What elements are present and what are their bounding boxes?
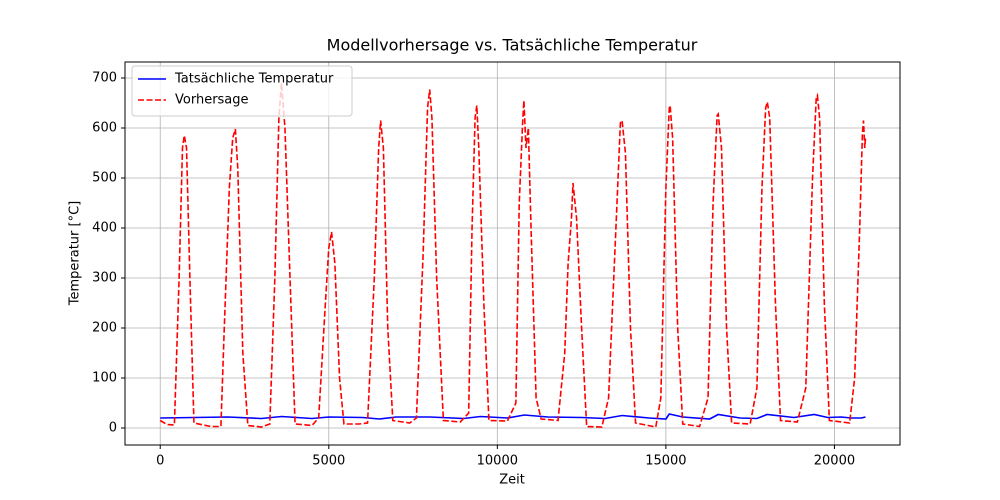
y-tick-label: 100 [92, 371, 117, 386]
y-tick-label: 600 [92, 121, 117, 136]
x-tick-label: 15000 [645, 454, 686, 469]
x-tick-label: 0 [156, 454, 164, 469]
y-axis-label: Temperatur [°C] [68, 201, 83, 307]
x-tick-label: 20000 [814, 454, 855, 469]
y-tick-label: 500 [92, 171, 117, 186]
plot-frame [124, 61, 901, 446]
data-line [159, 82, 867, 428]
x-axis-label: Zeit [499, 473, 525, 488]
y-tick-label: 300 [92, 271, 117, 286]
legend-label: Tatsächliche Temperatur [174, 72, 334, 87]
y-tick-label: 400 [92, 221, 117, 236]
legend-label: Vorhersage [175, 93, 249, 108]
x-tick-label: 10000 [477, 454, 518, 469]
legend-box [131, 65, 353, 117]
y-tick-label: 200 [92, 321, 117, 336]
chart-title: Modellvorhersage vs. Tatsächliche Temper… [327, 36, 698, 55]
y-tick-label: 700 [92, 71, 117, 86]
y-tick-label: 0 [109, 421, 117, 436]
data-line [160, 413, 866, 420]
x-tick-label: 5000 [312, 454, 345, 469]
